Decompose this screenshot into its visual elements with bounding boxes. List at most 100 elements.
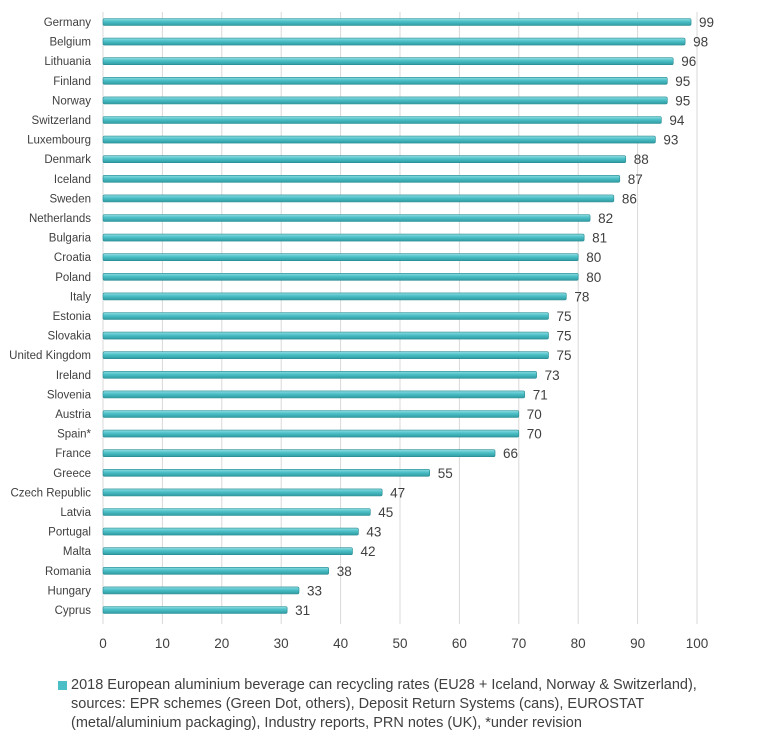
category-label: Belgium — [49, 37, 91, 49]
bar — [102, 253, 579, 261]
x-tick-label: 10 — [155, 636, 170, 651]
category-label: Italy — [70, 291, 91, 303]
x-tick-label: 40 — [333, 636, 348, 651]
bar — [102, 233, 585, 242]
category-label: Latvia — [60, 507, 91, 519]
value-label: 33 — [307, 583, 322, 598]
category-label: Bulgaria — [49, 233, 92, 245]
category-label: Switzerland — [32, 115, 91, 127]
x-tick-label: 0 — [99, 636, 107, 651]
category-label: Germany — [44, 17, 92, 29]
category-label: Lithuania — [44, 56, 91, 68]
value-label: 75 — [557, 309, 572, 324]
value-label: 71 — [533, 387, 548, 402]
value-label: 80 — [586, 270, 601, 285]
bar — [102, 527, 359, 536]
value-label: 31 — [295, 603, 310, 618]
category-label: Czech Republic — [10, 487, 91, 499]
category-label: Croatia — [54, 252, 92, 264]
bar — [102, 351, 549, 360]
x-tick-label: 80 — [571, 636, 586, 651]
category-label: France — [55, 448, 91, 460]
bar — [102, 155, 627, 163]
bar — [102, 488, 383, 497]
value-label: 75 — [557, 348, 572, 363]
value-label: 78 — [574, 289, 589, 304]
bar — [102, 449, 496, 458]
bar — [102, 429, 520, 438]
value-label: 38 — [337, 564, 352, 579]
value-label: 95 — [675, 93, 690, 108]
category-labels: Germany Belgium Lithuania Finland Norway Swit… — [9, 17, 91, 617]
bar — [102, 292, 567, 301]
value-label: 47 — [390, 485, 405, 500]
category-label: Romania — [45, 566, 92, 578]
value-label: 95 — [675, 74, 690, 89]
legend-swatch — [58, 681, 67, 690]
category-label: Sweden — [49, 193, 91, 205]
category-label: Norway — [52, 95, 91, 107]
bar — [102, 586, 300, 595]
bar — [102, 410, 520, 418]
bar — [102, 194, 615, 203]
category-label: Austria — [55, 409, 91, 421]
category-label: Netherlands — [29, 213, 91, 225]
value-label: 88 — [634, 152, 649, 167]
x-tick-label: 30 — [274, 636, 289, 651]
bar — [102, 547, 353, 556]
bar — [102, 390, 526, 399]
value-label: 45 — [378, 505, 393, 520]
x-tick-label: 20 — [214, 636, 229, 651]
value-label: 81 — [592, 231, 607, 246]
bar — [102, 331, 549, 340]
bar — [102, 77, 668, 85]
category-label: Ireland — [56, 370, 91, 382]
category-label: Portugal — [48, 527, 91, 539]
bar — [102, 57, 674, 66]
value-label: 70 — [527, 407, 542, 422]
bar — [102, 175, 621, 183]
value-label: 96 — [681, 54, 696, 69]
value-label: 42 — [360, 544, 375, 559]
value-label: 98 — [693, 35, 708, 50]
bar — [102, 312, 549, 320]
value-label: 93 — [663, 133, 678, 148]
category-label: Hungary — [48, 585, 92, 597]
bar — [102, 214, 591, 222]
category-label: United Kingdom — [9, 350, 91, 362]
value-label: 66 — [503, 446, 518, 461]
category-label: Denmark — [44, 154, 91, 166]
x-tick-label: 100 — [686, 636, 709, 651]
category-label: Luxembourg — [27, 135, 91, 147]
value-label: 73 — [545, 368, 560, 383]
value-label: 55 — [438, 466, 453, 481]
category-label: Poland — [55, 272, 91, 284]
value-label: 70 — [527, 427, 542, 442]
bar — [102, 135, 656, 144]
bar — [102, 566, 330, 575]
category-label: Finland — [53, 76, 91, 88]
category-label: Estonia — [53, 311, 92, 323]
bar — [102, 606, 288, 614]
category-label: Iceland — [54, 174, 91, 186]
value-label: 43 — [366, 525, 381, 540]
value-label: 86 — [622, 191, 637, 206]
x-axis-ticks: 0 10 20 30 40 50 60 70 80 90 100 — [99, 636, 708, 651]
category-label: Slovenia — [47, 389, 92, 401]
category-label: Slovakia — [48, 331, 92, 343]
bar — [102, 508, 371, 516]
x-tick-label: 70 — [511, 636, 526, 651]
bars — [102, 18, 692, 614]
legend: 2018 European aluminium beverage can rec… — [58, 676, 748, 733]
legend-text: 2018 European aluminium beverage can rec… — [71, 677, 697, 731]
x-tick-label: 90 — [630, 636, 645, 651]
x-tick-label: 50 — [392, 636, 407, 651]
category-label: Cyprus — [55, 605, 92, 617]
value-label: 80 — [586, 250, 601, 265]
bar — [102, 468, 431, 477]
value-label: 82 — [598, 211, 613, 226]
bar — [102, 272, 579, 281]
bar — [102, 18, 692, 26]
bar — [102, 96, 668, 105]
